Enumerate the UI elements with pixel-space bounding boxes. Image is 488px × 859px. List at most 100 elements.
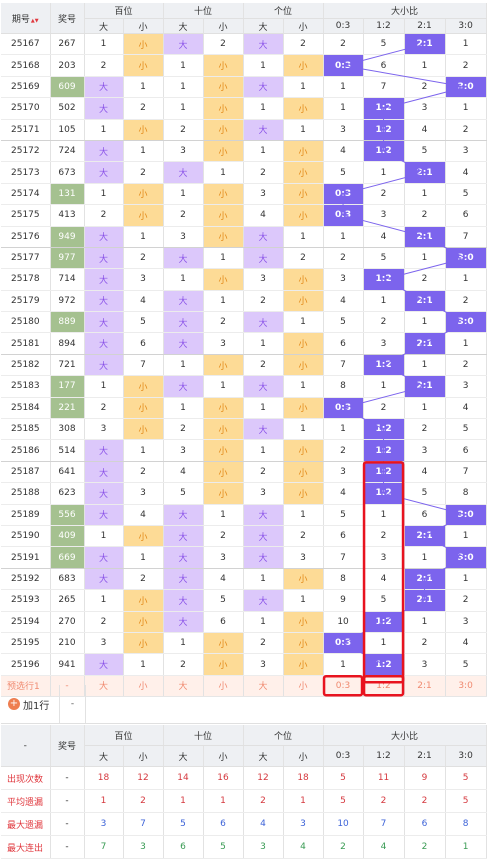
ratio-cell: 1 xyxy=(445,97,487,120)
stats-sub-ratio-30: 3:0 xyxy=(445,745,487,767)
number-cell: 623 xyxy=(50,482,85,505)
ratio-cell: 2:1 xyxy=(404,589,446,612)
digit-cell: 1 xyxy=(283,119,324,141)
digit-cell: 大 xyxy=(84,268,124,291)
number-cell: 683 xyxy=(50,568,85,591)
digit-cell: 4 xyxy=(123,290,164,313)
ratio-cell: 2 xyxy=(323,439,364,462)
ratio-cell: 3 xyxy=(363,546,405,569)
ratio-cell: 2 xyxy=(445,119,487,141)
predict-cell[interactable]: 3:0 xyxy=(445,675,487,697)
ratio-cell: 1 xyxy=(404,611,446,633)
ratio-cell: 7 xyxy=(445,461,487,484)
stats-value: 4 xyxy=(283,835,324,859)
digit-cell: 4 xyxy=(243,204,284,227)
digit-cell: 小 xyxy=(283,568,324,591)
predict-cell[interactable]: 大 xyxy=(163,675,204,697)
ratio-cell: 1 xyxy=(445,525,487,548)
sort-arrows-icon[interactable]: ▲▼ xyxy=(30,17,39,24)
digit-cell: 小 xyxy=(123,183,164,206)
digit-cell: 3 xyxy=(84,632,124,655)
stats-sub-da: 大 xyxy=(243,745,284,767)
ratio-cell: 1 xyxy=(445,33,487,56)
stats-value: 6 xyxy=(203,812,244,836)
digit-cell: 小 xyxy=(203,418,244,441)
ratio-cell: 3 xyxy=(404,439,446,462)
number-cell: 409 xyxy=(50,525,85,548)
ratio-cell: 2 xyxy=(404,204,446,227)
predict-cell[interactable]: 大 xyxy=(84,675,124,697)
digit-cell: 1 xyxy=(163,397,204,420)
digit-cell: 2 xyxy=(283,247,324,270)
number-cell: 889 xyxy=(50,311,85,334)
ratio-cell: 0:3 xyxy=(323,397,364,420)
digit-cell: 大 xyxy=(84,482,124,505)
ratio-cell: 1 xyxy=(323,76,364,99)
issue-cell: 25196 xyxy=(1,653,51,676)
predict-cell[interactable]: 2:1 xyxy=(404,675,446,697)
issue-cell: 25176 xyxy=(1,226,51,248)
table-row: 25191 669 大 1 大 3 大 3 7 3 1 3:0 xyxy=(1,546,487,569)
digit-cell: 小 xyxy=(123,54,164,77)
predict-cell[interactable]: 小 xyxy=(283,675,324,697)
number-cell: 941 xyxy=(50,653,85,676)
digit-cell: 2 xyxy=(243,632,284,655)
stats-group-hundreds: 百位 xyxy=(84,725,164,746)
digit-cell: 2 xyxy=(203,33,244,56)
ratio-cell: 5 xyxy=(363,33,405,56)
stats-sub-ratio-12: 1:2 xyxy=(363,745,405,767)
ratio-cell: 1:2 xyxy=(363,461,405,484)
digit-cell: 7 xyxy=(123,354,164,377)
number-cell: 203 xyxy=(50,54,85,77)
group-hundreds: 百位 xyxy=(84,3,164,19)
ratio-cell: 5 xyxy=(323,504,364,526)
digit-cell: 大 xyxy=(84,504,124,526)
ratio-cell: 5 xyxy=(323,161,364,184)
digit-cell: 小 xyxy=(283,290,324,313)
digit-cell: 5 xyxy=(203,589,244,612)
stats-group-tens: 十位 xyxy=(163,725,244,746)
table-row: 25168 203 2 小 1 小 1 小 0:3 6 1 2 xyxy=(1,54,487,77)
sub-da: 大 xyxy=(84,18,124,34)
stats-value: 7 xyxy=(363,812,405,836)
ratio-cell: 2:1 xyxy=(404,568,446,591)
stats-dash-cell: - xyxy=(50,789,85,813)
table-row: 25185 308 3 小 2 小大 1 1 1:2 2 5 xyxy=(1,418,487,441)
ratio-cell: 8 xyxy=(323,375,364,398)
stats-table: - 奖号 百位 十位 个位 大小比 大 小 大 小 大 小 0:3 1:2 2:… xyxy=(1,725,487,859)
predict-cell[interactable]: 大 xyxy=(243,675,284,697)
digit-cell: 大 xyxy=(243,119,284,141)
digit-cell: 4 xyxy=(163,461,204,484)
predict-cell[interactable]: 小 xyxy=(123,675,164,697)
issue-cell: 25169 xyxy=(1,76,51,99)
add-row-button[interactable]: + 加1行 xyxy=(1,685,60,723)
ratio-cell: 1 xyxy=(363,375,405,398)
ratio-cell: 6 xyxy=(445,204,487,227)
stats-sub-xiao: 小 xyxy=(283,745,324,767)
stats-row: 最大遗漏 -3 7 5 6 4 3 10 7 6 8 xyxy=(1,812,487,836)
stats-sub-xiao: 小 xyxy=(203,745,244,767)
table-row: 25177 977 大 2 大 1 大 2 2 5 1 3:0 xyxy=(1,247,487,270)
ratio-cell: 3 xyxy=(363,332,405,355)
digit-cell: 小 xyxy=(123,525,164,548)
ratio-cell: 1:2 xyxy=(363,482,405,505)
issue-cell: 25177 xyxy=(1,247,51,270)
stats-group-units: 个位 xyxy=(243,725,324,746)
stats-group-ratio: 大小比 xyxy=(323,725,487,746)
stats-value: 1 xyxy=(445,835,487,859)
sub-da: 大 xyxy=(243,18,284,34)
issue-cell: 25172 xyxy=(1,140,51,163)
digit-cell: 2 xyxy=(84,54,124,77)
stats-value: 5 xyxy=(163,812,204,836)
digit-cell: 1 xyxy=(163,632,204,655)
issue-cell: 25174 xyxy=(1,183,51,206)
ratio-cell: 1:2 xyxy=(363,268,405,291)
ratio-cell: 2 xyxy=(404,418,446,441)
ratio-cell: 1 xyxy=(363,290,405,313)
digit-cell: 小 xyxy=(283,161,324,184)
col-issue-header[interactable]: 期号▲▼ xyxy=(1,3,51,34)
ratio-cell: 7 xyxy=(323,354,364,377)
ratio-cell: 2:1 xyxy=(404,226,446,248)
predict-cell[interactable]: 小 xyxy=(203,675,244,697)
ratio-cell: 4 xyxy=(404,461,446,484)
